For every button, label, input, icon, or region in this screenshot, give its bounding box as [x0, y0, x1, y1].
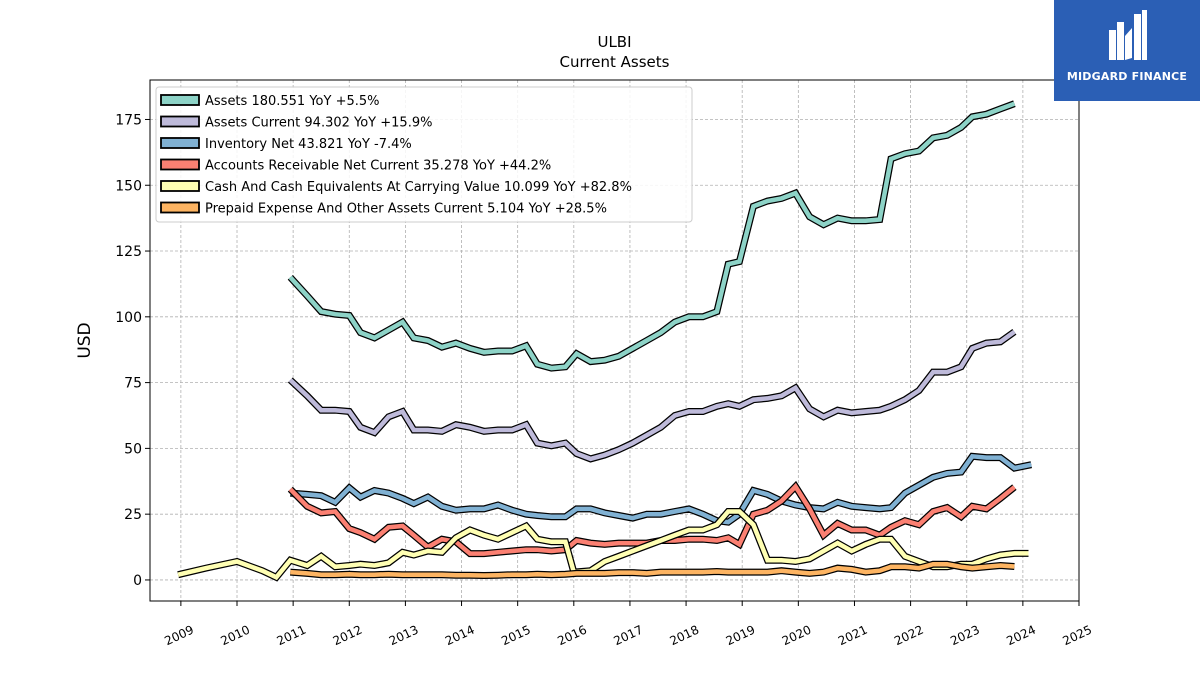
brand-name: MIDGARD FINANCE	[1066, 70, 1188, 83]
legend-swatch	[160, 115, 200, 128]
x-tick-label: 2021	[836, 623, 870, 649]
series-line	[288, 329, 1016, 462]
y-tick-label: 0	[133, 573, 142, 589]
x-tick-label: 2024	[1004, 623, 1038, 649]
legend-swatch	[160, 137, 200, 149]
x-tick-label: 2019	[724, 623, 758, 649]
x-tick-label: 2010	[219, 623, 253, 649]
y-tick-label: 25	[124, 507, 142, 523]
legend-swatch	[160, 158, 200, 171]
y-tick-label: 75	[124, 376, 142, 392]
y-tick-label: 175	[115, 112, 142, 128]
legend-entry: Accounts Receivable Net Current 35.278 Y…	[205, 159, 551, 174]
y-tick-label: 100	[115, 310, 142, 326]
legend-entry: Assets 180.551 YoY +5.5%	[205, 94, 380, 109]
x-tick-label: 2016	[555, 623, 589, 649]
axes-frame	[149, 79, 1080, 602]
legend-swatch	[160, 180, 200, 192]
y-tick-label: 125	[115, 244, 142, 260]
y-tick-label: 50	[124, 441, 142, 457]
x-tick-label: 2011	[275, 623, 309, 649]
legend-entry: Prepaid Expense And Other Assets Current…	[205, 202, 607, 217]
legend-entry: Cash And Cash Equivalents At Carrying Va…	[205, 180, 632, 195]
chart-subtitle: Current Assets	[560, 53, 670, 71]
y-axis-label: USD	[75, 322, 95, 358]
x-tick-label: 2014	[443, 623, 477, 649]
x-tick-label: 2020	[780, 623, 814, 649]
chart-title: ULBI	[597, 33, 631, 51]
x-tick-label: 2017	[611, 623, 645, 649]
x-tick-label: 2015	[499, 623, 533, 649]
legend-swatch	[160, 94, 200, 106]
x-tick-label: 2022	[892, 623, 926, 649]
series-line	[290, 453, 1032, 525]
logo-mark-icon	[1109, 10, 1147, 60]
x-tick-label: 2013	[387, 623, 421, 649]
legend-entry: Inventory Net 43.821 YoY -7.4%	[205, 137, 412, 152]
legend-swatch	[160, 201, 200, 214]
series-line	[177, 509, 1029, 581]
legend-entry: Assets Current 94.302 YoY +15.9%	[205, 116, 432, 131]
y-tick-label: 150	[115, 178, 142, 194]
x-tick-label: 2023	[948, 623, 982, 649]
x-tick-label: 2018	[668, 623, 702, 649]
x-tick-label: 2025	[1061, 623, 1095, 649]
legend-box	[155, 86, 693, 223]
series-line	[290, 561, 1015, 578]
series-line	[288, 101, 1016, 371]
x-tick-label: 2012	[331, 623, 365, 649]
brand-logo: MIDGARD FINANCE	[1054, 0, 1200, 101]
x-tick-label: 2009	[162, 623, 196, 649]
